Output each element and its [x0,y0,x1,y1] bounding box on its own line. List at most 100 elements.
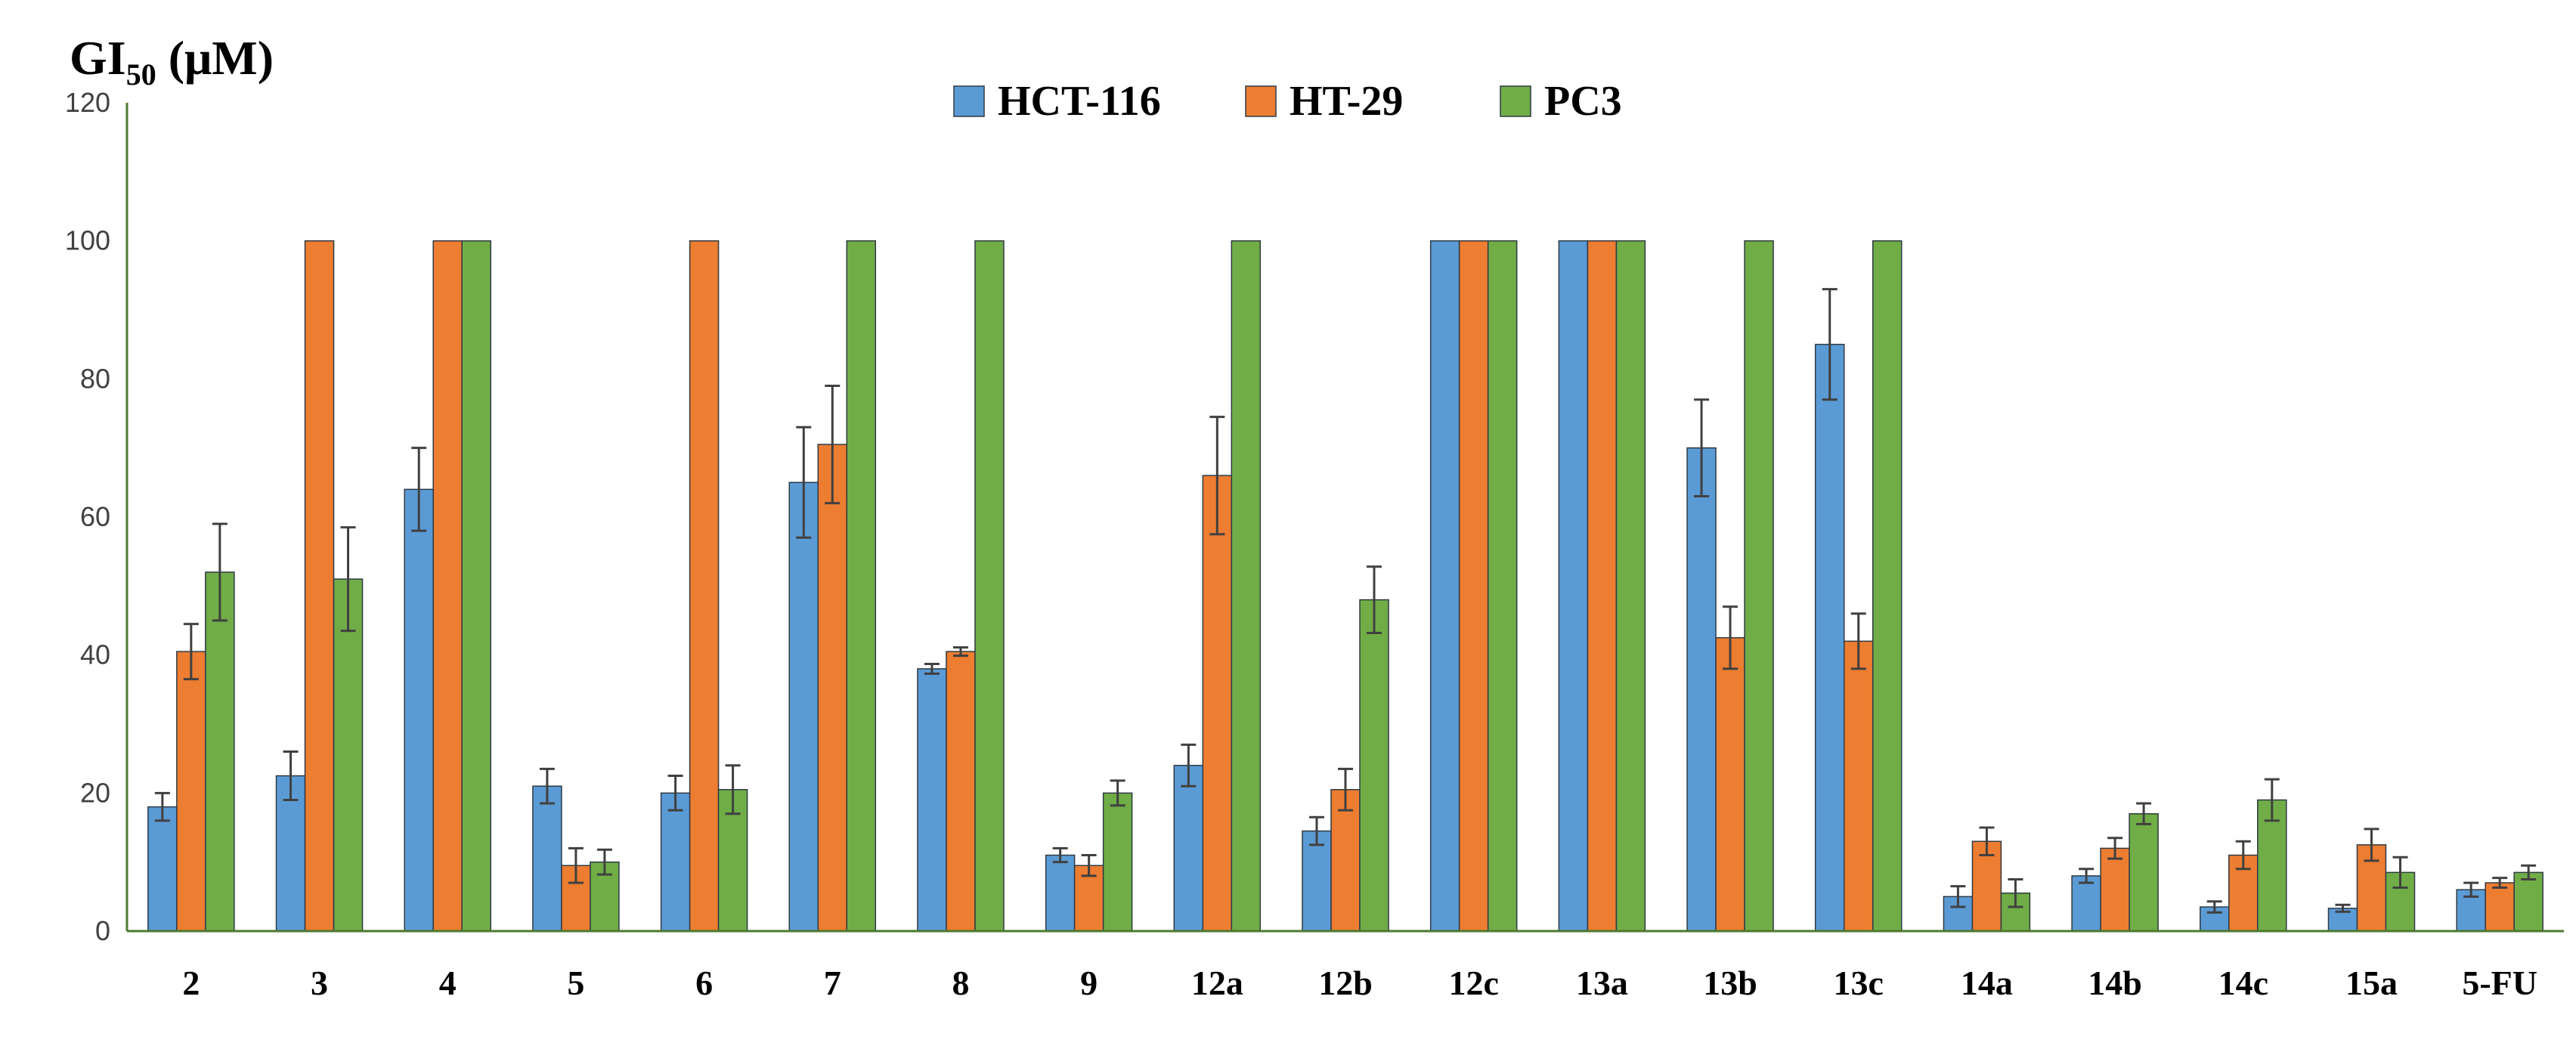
bar [2456,889,2486,932]
x-tick-label: 13b [1703,964,1757,1002]
legend-swatch [1245,85,1277,117]
legend-swatch [953,85,985,117]
error-bar [2136,802,2152,825]
error-bar [1081,854,1097,877]
x-tick-label: 14c [2218,964,2268,1002]
legend-label: PC3 [1544,78,1622,125]
legend-label: HCT-116 [998,78,1161,125]
bar [1458,240,1489,932]
error-bar [183,623,199,681]
y-axis-title: GI50 (μM) [70,31,274,91]
y-tick-label: 60 [80,501,110,532]
bar [1302,830,1332,932]
x-tick-label: 7 [824,964,841,1002]
error-bar [825,384,841,505]
y-tick-label: 120 [65,87,110,118]
error-bar [796,425,812,539]
error-bar [2008,878,2023,908]
error-bar [1850,612,1866,670]
x-tick-label: 5 [567,964,584,1002]
bar [205,571,235,932]
x-tick-label: 4 [439,964,457,1002]
error-bar [924,663,940,675]
error-bar [340,526,356,633]
x-tick-label: 5-FU [2462,964,2537,1002]
y-tick-label: 0 [95,915,110,946]
error-bar [1950,885,1966,908]
y-tick-label: 100 [65,225,110,256]
bar [1487,240,1518,932]
error-bar [1979,826,1995,857]
error-bar [2335,903,2351,913]
bar [432,240,463,932]
bar [660,792,691,932]
error-bar [2364,828,2379,862]
error-bar [2521,864,2537,880]
bar [2100,847,2130,932]
x-tick-label: 14a [1961,964,2013,1002]
error-bar [2463,881,2479,898]
x-tick-label: 12a [1191,964,1243,1002]
error-bar [154,791,170,822]
error-bar [2264,778,2280,822]
x-tick-label: 15a [2345,964,2398,1002]
bar [1202,475,1233,932]
y-tick-label: 80 [80,363,110,394]
error-bar [2079,868,2095,884]
y-axis-title-subscript: 50 [126,57,156,91]
error-bar [2206,900,2222,914]
error-bar [1110,779,1125,807]
error-bar [1694,398,1710,498]
bar [2129,812,2159,932]
bar [1872,240,1903,932]
bar [946,651,976,932]
x-tick-label: 8 [952,964,969,1002]
bar [2513,871,2543,932]
bar [532,785,562,932]
error-bar [1723,605,1738,670]
error-bar [1309,815,1324,846]
legend: HCT-116 HT-29 PC3 [953,78,1622,125]
error-bar [725,764,741,815]
x-tick-label: 14b [2088,964,2142,1002]
bar [304,240,335,932]
bar [176,651,206,932]
x-tick-label: 3 [311,964,328,1002]
y-axis-ticks: 0 20 40 60 80 100 120 [65,87,110,946]
legend-item: PC3 [1500,78,1622,125]
error-bar [1338,767,1353,812]
error-bar [2235,840,2251,871]
bar [1429,240,1460,932]
bar [461,240,491,932]
legend-item: HCT-116 [953,78,1161,125]
bar [1173,765,1204,932]
x-tick-label: 13c [1834,964,1884,1002]
bar [333,578,364,932]
bar [1558,240,1589,932]
x-axis-ticks: 2 3 4 5 6 7 8 9 12a 12b 12c 13a 13b 13c 14a 14b 14c 15a 5-… [182,964,2537,1002]
bar [1045,854,1076,932]
y-axis-title-unit: (μM) [156,31,274,85]
bar [2485,882,2515,932]
y-axis-title-main: GI [70,31,126,85]
bar [1587,240,1618,932]
legend-swatch [1500,85,1531,117]
error-bar [596,848,612,876]
bar [1814,343,1845,932]
bar [1359,599,1389,932]
bar [1686,447,1717,932]
bar [1615,240,1646,932]
bar [1715,637,1745,932]
error-bar [1367,565,1382,634]
legend-item: HT-29 [1245,78,1403,125]
x-tick-label: 12c [1448,964,1498,1002]
error-bar [667,775,683,812]
bar [404,488,434,932]
x-tick-label: 6 [695,964,713,1002]
bar [147,806,178,932]
legend-label: HT-29 [1290,78,1403,125]
bar [1843,640,1874,932]
bar [974,240,1005,932]
error-bar [283,750,299,801]
